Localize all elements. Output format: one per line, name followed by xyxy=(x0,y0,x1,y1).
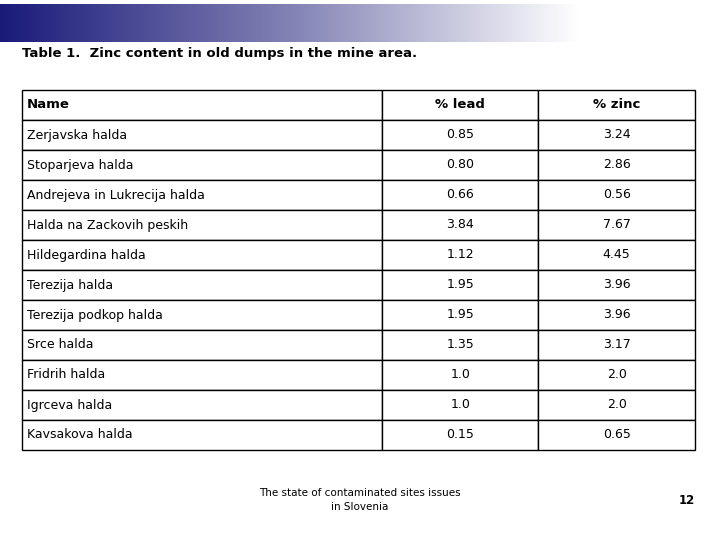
Text: 0.56: 0.56 xyxy=(603,188,631,201)
Bar xyxy=(382,270,538,300)
Bar xyxy=(22,210,382,240)
Bar xyxy=(22,150,382,180)
Bar xyxy=(22,390,382,420)
Bar xyxy=(538,180,695,210)
Bar xyxy=(22,120,382,150)
Text: 2.0: 2.0 xyxy=(607,368,626,381)
Bar xyxy=(382,390,538,420)
Text: 12: 12 xyxy=(679,494,695,507)
Bar xyxy=(22,300,382,330)
Text: 4.45: 4.45 xyxy=(603,248,631,261)
Text: Zerjavska halda: Zerjavska halda xyxy=(27,129,127,141)
Bar xyxy=(22,360,382,390)
Bar xyxy=(382,210,538,240)
Text: 7.67: 7.67 xyxy=(603,219,631,232)
Text: 0.80: 0.80 xyxy=(446,159,474,172)
Bar xyxy=(22,240,382,270)
Bar xyxy=(538,90,695,120)
Text: % zinc: % zinc xyxy=(593,98,640,111)
Text: Table 1.  Zinc content in old dumps in the mine area.: Table 1. Zinc content in old dumps in th… xyxy=(22,47,417,60)
Bar xyxy=(382,180,538,210)
Bar xyxy=(538,330,695,360)
Bar xyxy=(538,270,695,300)
Text: Igrceva halda: Igrceva halda xyxy=(27,399,112,411)
Text: 0.15: 0.15 xyxy=(446,429,474,442)
Text: 0.66: 0.66 xyxy=(446,188,474,201)
Text: 0.85: 0.85 xyxy=(446,129,474,141)
Text: 3.24: 3.24 xyxy=(603,129,631,141)
Bar xyxy=(22,180,382,210)
Bar xyxy=(538,360,695,390)
Bar xyxy=(538,420,695,450)
Text: Terezija halda: Terezija halda xyxy=(27,279,113,292)
Bar xyxy=(538,240,695,270)
Bar xyxy=(382,360,538,390)
Bar xyxy=(382,300,538,330)
Text: Srce halda: Srce halda xyxy=(27,339,94,352)
Bar xyxy=(22,330,382,360)
Bar xyxy=(538,300,695,330)
Bar xyxy=(22,90,382,120)
Text: 2.86: 2.86 xyxy=(603,159,631,172)
Text: The state of contaminated sites issues
in Slovenia: The state of contaminated sites issues i… xyxy=(259,488,461,511)
Text: 3.96: 3.96 xyxy=(603,308,631,321)
Text: 1.35: 1.35 xyxy=(446,339,474,352)
Text: 1.95: 1.95 xyxy=(446,308,474,321)
Bar xyxy=(382,330,538,360)
Text: Name: Name xyxy=(27,98,70,111)
Text: 1.0: 1.0 xyxy=(450,399,470,411)
Text: 0.65: 0.65 xyxy=(603,429,631,442)
Bar xyxy=(382,120,538,150)
Text: 1.0: 1.0 xyxy=(450,368,470,381)
Text: Andrejeva in Lukrecija halda: Andrejeva in Lukrecija halda xyxy=(27,188,205,201)
Bar xyxy=(382,150,538,180)
Text: % lead: % lead xyxy=(435,98,485,111)
Text: 3.96: 3.96 xyxy=(603,279,631,292)
Text: 1.95: 1.95 xyxy=(446,279,474,292)
Text: Hildegardina halda: Hildegardina halda xyxy=(27,248,145,261)
Bar xyxy=(22,420,382,450)
Bar xyxy=(382,240,538,270)
Bar xyxy=(538,150,695,180)
Bar xyxy=(22,270,382,300)
Text: Fridrih halda: Fridrih halda xyxy=(27,368,105,381)
Text: Stoparjeva halda: Stoparjeva halda xyxy=(27,159,133,172)
Bar xyxy=(382,90,538,120)
Bar xyxy=(538,390,695,420)
Text: Kavsakova halda: Kavsakova halda xyxy=(27,429,132,442)
Bar xyxy=(538,210,695,240)
Bar xyxy=(382,420,538,450)
Text: 1.12: 1.12 xyxy=(446,248,474,261)
Text: Halda na Zackovih peskih: Halda na Zackovih peskih xyxy=(27,219,188,232)
Bar xyxy=(538,120,695,150)
Text: 3.17: 3.17 xyxy=(603,339,631,352)
Text: 2.0: 2.0 xyxy=(607,399,626,411)
Text: 3.84: 3.84 xyxy=(446,219,474,232)
Text: Terezija podkop halda: Terezija podkop halda xyxy=(27,308,163,321)
